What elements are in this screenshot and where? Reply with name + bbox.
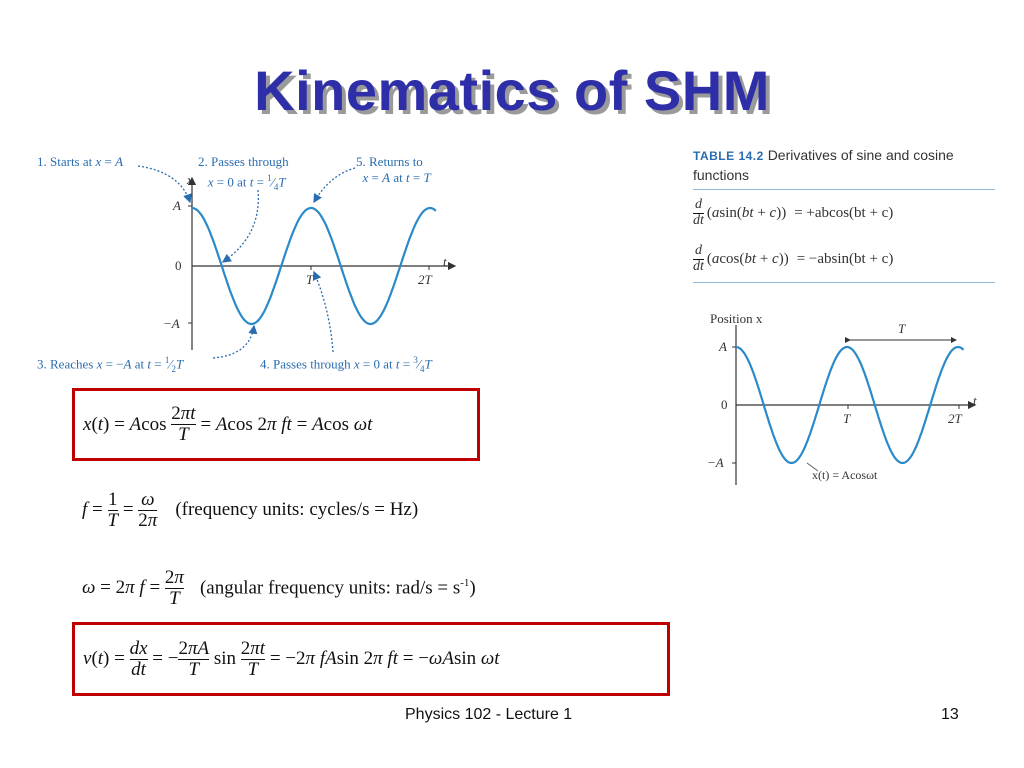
right-axis-t-label: t	[973, 393, 977, 408]
derivatives-table: TABLE 14.2 Derivatives of sine and cosin…	[693, 146, 995, 291]
left-axis-t-label: t	[443, 254, 447, 269]
annotation-arrow-4	[312, 270, 334, 353]
right-label-2T: 2T	[948, 411, 962, 426]
annotation-arrow-2	[221, 189, 260, 263]
annotation-5: 5. Returns to x = A at t = T	[356, 154, 431, 185]
position-x-label: Position x	[710, 311, 763, 326]
table-tag: TABLE 14.2	[693, 149, 764, 163]
left-axis-x-label: x	[187, 172, 193, 187]
left-label-2T: 2T	[418, 272, 432, 287]
curve-label-leader	[806, 462, 819, 472]
annotation-arrow-3	[212, 324, 258, 359]
annotation-4: 4. Passes through x = 0 at t = 3⁄4T	[260, 355, 432, 374]
right-label-negA: −A	[707, 455, 724, 470]
left-label-negA: −A	[163, 316, 180, 331]
left-label-A: A	[173, 198, 181, 213]
frequency-units: (frequency units: cycles/s = Hz)	[175, 499, 419, 520]
footer-lecture: Physics 102 - Lecture 1	[405, 706, 573, 723]
annotation-arrow-1	[137, 165, 192, 204]
right-label-A: A	[719, 339, 727, 354]
left-cosine-curve	[191, 206, 437, 326]
page-number: 13	[941, 706, 959, 723]
left-label-zero: 0	[175, 258, 182, 273]
curve-label: x(t) = Acosωt	[812, 468, 878, 482]
table-caption: TABLE 14.2 Derivatives of sine and cosin…	[693, 147, 954, 183]
velocity-equation: v(t) = dx dt = −2πA T sin 2πt T = −2 π fA sin…	[83, 637, 500, 680]
right-label-T: T	[843, 411, 851, 426]
slide-title: Kinematics of SHM	[254, 59, 770, 122]
left-shm-figure: x A 0 −A t T 2T 1. Starts at x = A 2. Pa…	[30, 150, 470, 375]
angular-frequency-units: (angular frequency units: rad/s = s-1)	[199, 576, 476, 599]
annotation-3: 3. Reaches x = −A at t = 1⁄2T	[37, 355, 184, 374]
annotation-2: 2. Passes through x = 0 at t = 1⁄4T	[198, 154, 289, 192]
table-row: d dt (asin(bt + c)) = +abcos(bt + c)	[693, 196, 894, 228]
left-label-T: T	[306, 272, 314, 287]
table-row: d dt (acos(bt + c)) = −absin(bt + c)	[693, 242, 894, 274]
period-label: T	[898, 321, 906, 336]
annotation-arrow-5	[313, 167, 356, 204]
right-cosine-curve	[735, 345, 965, 465]
velocity-equation-box: v(t) = dx dt = −2πA T sin 2πt T = −2 π fA sin…	[72, 622, 670, 696]
right-position-figure: Position x T A 0 −A T 2T t x(t) = Acosωt	[700, 305, 990, 490]
right-label-zero: 0	[721, 397, 728, 412]
annotation-1: 1. Starts at x = A	[37, 154, 124, 169]
